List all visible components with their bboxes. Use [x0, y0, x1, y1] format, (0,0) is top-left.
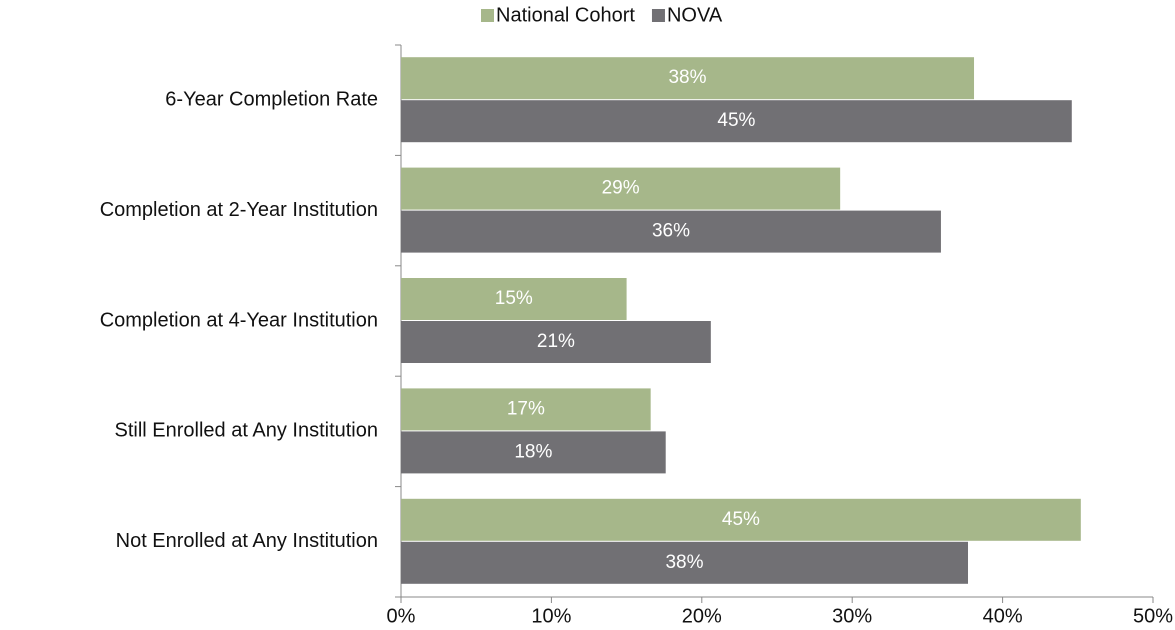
bar — [401, 431, 666, 474]
category-label: Completion at 2-Year Institution — [100, 199, 378, 221]
bar — [401, 210, 941, 253]
x-tick-label: 20% — [682, 605, 722, 627]
legend-swatch — [651, 9, 665, 22]
bar — [401, 167, 841, 210]
value-label: 21% — [537, 331, 575, 352]
bar — [401, 388, 651, 431]
value-label: 17% — [507, 398, 545, 419]
x-tick-label: 30% — [832, 605, 872, 627]
value-label: 45% — [717, 110, 755, 131]
legend-label: National Cohort — [496, 4, 635, 26]
category-label: Not Enrolled at Any Institution — [116, 530, 378, 552]
x-tick-label: 40% — [983, 605, 1023, 627]
category-label: 6-Year Completion Rate — [165, 88, 378, 110]
value-label: 15% — [495, 288, 533, 309]
bar — [401, 57, 975, 100]
category-label: Completion at 4-Year Institution — [100, 309, 378, 331]
category-label: Still Enrolled at Any Institution — [115, 420, 378, 442]
value-label: 45% — [722, 509, 760, 530]
value-label: 38% — [668, 67, 706, 88]
bar — [401, 498, 1081, 541]
bar — [401, 278, 627, 320]
x-tick-label: 50% — [1133, 605, 1173, 627]
bar — [401, 100, 1072, 143]
legend-label: NOVA — [667, 4, 723, 26]
bar — [401, 321, 711, 363]
legend-swatch — [481, 9, 494, 22]
value-label: 29% — [602, 178, 640, 199]
x-tick-label: 0% — [387, 605, 416, 627]
value-label: 38% — [665, 552, 703, 573]
value-label: 18% — [514, 441, 552, 462]
bar — [401, 541, 969, 584]
x-tick-label: 10% — [531, 605, 571, 627]
value-label: 36% — [652, 221, 690, 242]
